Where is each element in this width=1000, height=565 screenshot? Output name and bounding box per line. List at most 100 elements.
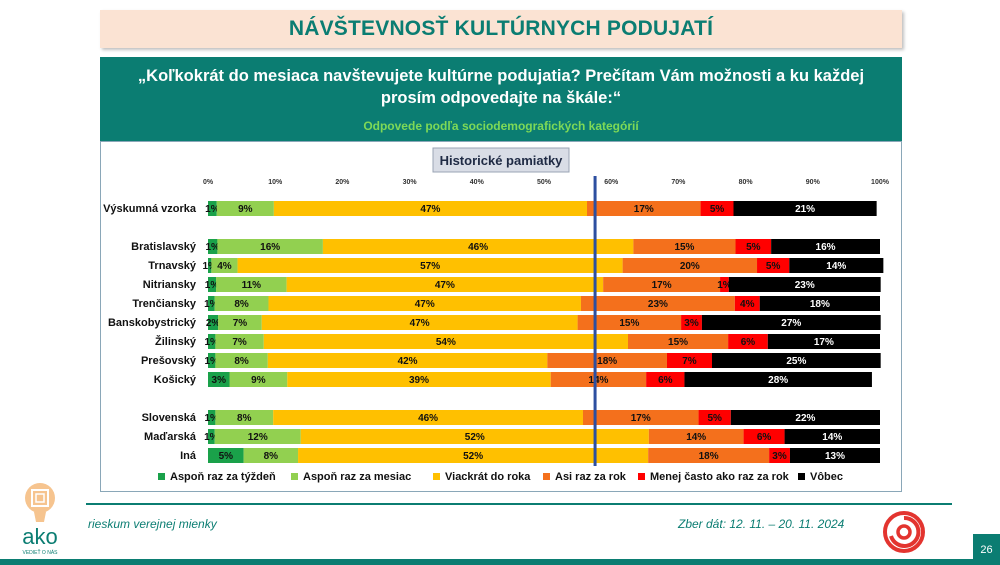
bar-segment [208, 315, 219, 330]
bar-segment [237, 258, 623, 273]
data-label: 9% [251, 375, 266, 386]
bar-segment [587, 201, 701, 216]
bar-segment [216, 277, 287, 292]
bar-segment [628, 334, 729, 349]
bar-segment [734, 296, 760, 311]
footer-left-text: rieskum verejnej mienky [88, 517, 217, 531]
bar-segment [730, 410, 880, 425]
bar-segment [216, 201, 274, 216]
subtitle-text: Odpovede podľa sociodemografických kateg… [363, 119, 639, 133]
data-label: 8% [234, 356, 249, 367]
bar-segment [648, 448, 770, 463]
legend-label: Aspoň raz za mesiac [303, 471, 411, 483]
bar-segment [784, 429, 880, 444]
bar-segment [580, 296, 735, 311]
category-label: Maďarská [144, 431, 197, 443]
data-label: 5% [766, 261, 781, 272]
bar-segment [550, 372, 647, 387]
data-label: 3% [212, 375, 227, 386]
data-label: 5% [710, 204, 725, 215]
data-label: 15% [674, 242, 694, 253]
stacked-bar-chart: Historické pamiatky 0% 10% 20% 30% 40% 50% 60% 7… [103, 147, 890, 483]
bar-segment [789, 258, 884, 273]
bar-segment [208, 277, 217, 292]
bar-segment [666, 353, 712, 368]
bar-segment [263, 334, 628, 349]
legend-label: Viackrát do roka [445, 471, 531, 483]
data-label: 3% [772, 451, 787, 462]
legend-swatch [158, 473, 165, 480]
data-label: 18% [810, 299, 830, 310]
data-label: 17% [652, 280, 672, 291]
data-label: 13% [825, 451, 845, 462]
bar-segment [646, 372, 685, 387]
data-label: 2% [206, 318, 221, 329]
bar-segment [701, 315, 881, 330]
bar-segment [759, 296, 880, 311]
data-label: 17% [814, 337, 834, 348]
bar-segment [582, 410, 699, 425]
data-label: 6% [658, 375, 673, 386]
bar-segment [214, 429, 301, 444]
data-label: 47% [410, 318, 430, 329]
category-label: Prešovský [141, 355, 197, 367]
x-tick-label: 70% [671, 179, 686, 186]
data-label: 1% [204, 413, 219, 424]
data-label: 47% [435, 280, 455, 291]
footer-line [86, 503, 952, 505]
data-label: 23% [648, 299, 668, 310]
x-tick-label: 30% [403, 179, 418, 186]
legend-swatch [638, 473, 645, 480]
data-label: 1% [204, 356, 219, 367]
data-label: 7% [233, 318, 248, 329]
data-label: 28% [768, 375, 788, 386]
data-label: 39% [409, 375, 429, 386]
data-label: 57% [420, 261, 440, 272]
bottom-bar [0, 559, 1000, 565]
data-label: 4% [740, 299, 755, 310]
x-tick-label: 0% [203, 179, 214, 186]
data-label: 1% [205, 242, 220, 253]
data-label: 3% [684, 318, 699, 329]
bar-segment [208, 410, 216, 425]
bar-segment [700, 201, 734, 216]
data-label: 42% [398, 356, 418, 367]
category-label: Nitriansky [143, 279, 197, 291]
bar-segment [217, 239, 323, 254]
x-tick-label: 40% [470, 179, 485, 186]
data-label: 15% [668, 337, 688, 348]
data-label: 46% [468, 242, 488, 253]
bar-segment [229, 372, 288, 387]
category-label: Výskumná vzorka [103, 203, 197, 215]
bar-segment [789, 448, 880, 463]
bar-segment [648, 429, 744, 444]
bar-segment [208, 258, 212, 273]
data-label: 15% [619, 318, 639, 329]
bar-segment [633, 239, 736, 254]
category-label: Slovenská [142, 412, 197, 424]
data-label: 27% [781, 318, 801, 329]
data-label: 17% [631, 413, 651, 424]
bar-segment [208, 353, 216, 368]
legend-swatch [543, 473, 550, 480]
data-label: 1% [204, 432, 219, 443]
x-tick-label: 50% [537, 179, 552, 186]
legend-swatch [798, 473, 805, 480]
bar-segment [214, 296, 269, 311]
data-label: 14% [822, 432, 842, 443]
bar-segment [577, 315, 682, 330]
category-label: Žilinský [155, 335, 197, 348]
data-label: 16% [260, 242, 280, 253]
logo-head-icon [25, 483, 55, 513]
bar-segment [208, 201, 217, 216]
data-label: 22% [795, 413, 815, 424]
ako-logo: ako VEDIEŤ O NÁS [22, 483, 58, 556]
question-box: „Koľkokrát do mesiaca navštevujete kultú… [100, 57, 902, 141]
logo-text: ako [22, 524, 57, 549]
data-label: 6% [757, 432, 772, 443]
x-tick-label: 100% [871, 179, 890, 186]
data-label: 47% [415, 299, 435, 310]
data-label: 1% [204, 337, 219, 348]
bar-segment [215, 334, 264, 349]
bar-segment [728, 277, 881, 292]
